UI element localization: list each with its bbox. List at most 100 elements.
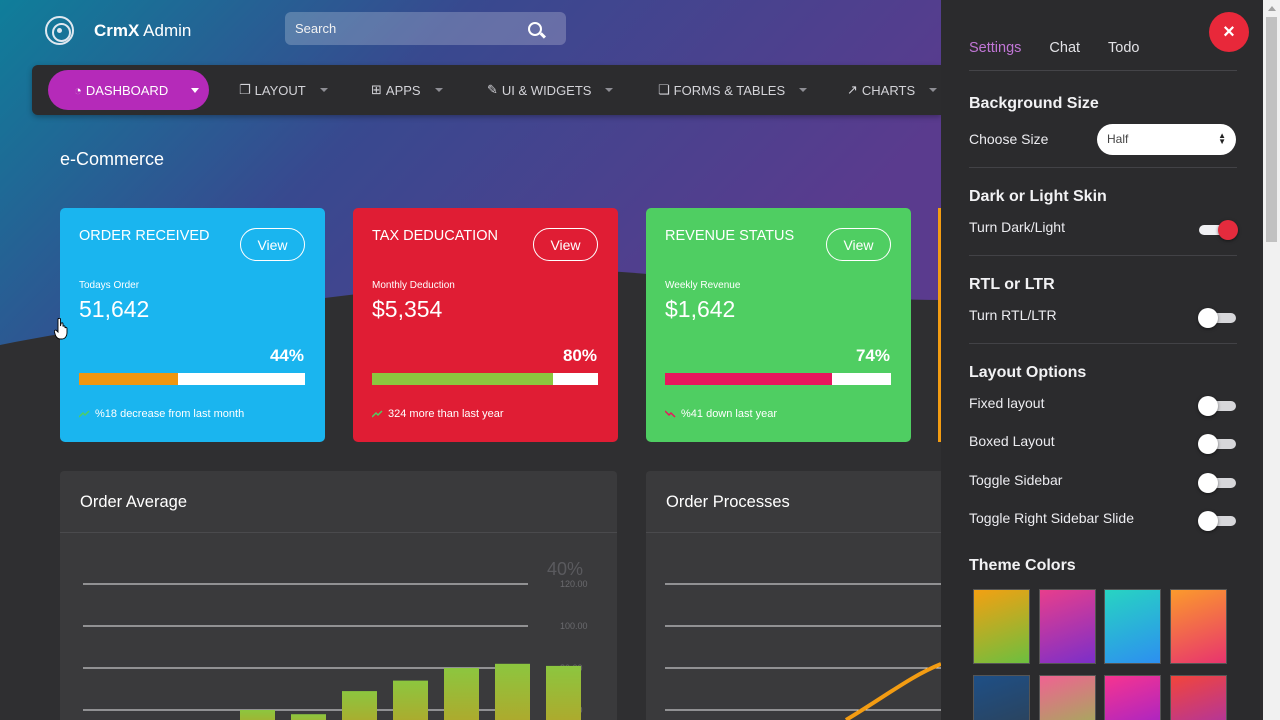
card-title: ORDER RECEIVED — [79, 228, 210, 244]
card-percent: 80% — [562, 346, 597, 365]
copy-icon: ❏ — [658, 82, 670, 97]
theme-color-swatch[interactable] — [1038, 675, 1096, 720]
hand-cursor-icon — [54, 318, 68, 340]
card-footer: %41 down last year — [665, 408, 777, 420]
panel-order-processes: Order Processes — [646, 471, 941, 720]
scroll-thumb[interactable] — [1266, 17, 1277, 242]
panel-title: Order Average — [80, 493, 188, 511]
section-heading-theme-colors: Theme Colors — [969, 557, 1076, 574]
divider — [969, 70, 1237, 71]
nav-item-forms-tables[interactable]: ❏ FORMS & TABLES — [658, 65, 808, 115]
card-footer-text: 324 more than last year — [388, 408, 504, 420]
skin-toggle[interactable] — [1199, 220, 1238, 240]
scroll-up-icon[interactable] — [1268, 6, 1276, 11]
toggle-knob — [1198, 308, 1218, 328]
page-title: e-Commerce — [60, 149, 165, 169]
card-subtitle: Todays Order — [79, 280, 140, 291]
tab-chat[interactable]: Chat — [1049, 40, 1081, 56]
nav-item-layout[interactable]: ❐ LAYOUT — [239, 65, 328, 115]
card-title: TAX DEDUCATION — [372, 228, 498, 244]
boxed-layout-toggle[interactable] — [1198, 434, 1236, 454]
main-navbar: ◔ DASHBOARD ❐ LAYOUT ⊞ APPS ✎ UI & WIDGE… — [32, 65, 941, 115]
toggle-right-sidebar-label: Toggle Right Sidebar Slide — [969, 510, 1134, 526]
toggle-sidebar-toggle[interactable] — [1198, 473, 1236, 493]
y-tick-label: 120.00 — [560, 579, 588, 589]
dashboard-icon: ◔ — [74, 82, 82, 98]
theme-color-swatch[interactable] — [1104, 675, 1161, 720]
toggle-right-sidebar-toggle[interactable] — [1198, 511, 1236, 531]
close-button[interactable]: × — [1209, 12, 1249, 52]
chevron-down-icon — [929, 88, 938, 92]
nav-label: DASHBOARD — [85, 82, 169, 98]
chart-bar[interactable] — [240, 710, 275, 720]
theme-color-swatch[interactable] — [1169, 589, 1227, 664]
background-size-select[interactable]: Half ▲ ▼ — [1097, 124, 1236, 155]
section-heading-skin: Dark or Light Skin — [969, 188, 1107, 205]
edit-icon: ✎ — [487, 82, 498, 97]
page-scrollbar[interactable] — [1263, 0, 1280, 720]
brand-logo[interactable]: CrmX Admin — [45, 16, 191, 45]
tab-todo[interactable]: Todo — [1108, 40, 1140, 56]
card-value: $1,642 — [665, 296, 736, 322]
nav-item-charts[interactable]: ↗ CHARTS — [847, 65, 938, 115]
skin-toggle-label: Turn Dark/Light — [969, 219, 1065, 235]
trend-icon — [372, 410, 383, 418]
search-input[interactable] — [295, 21, 528, 36]
progress-fill — [372, 373, 553, 385]
theme-color-swatch[interactable] — [1169, 675, 1227, 720]
series-line — [844, 662, 941, 720]
chevron-down-icon — [319, 88, 328, 92]
select-value: Half — [1107, 132, 1129, 146]
card-footer-text: %18 decrease from last month — [95, 408, 245, 420]
progress-fill — [665, 373, 833, 385]
chart-bar[interactable] — [546, 665, 581, 720]
card-footer-text: %41 down last year — [681, 408, 777, 420]
card-value: 51,642 — [79, 296, 150, 322]
nav-label: UI & WIDGETS — [501, 82, 592, 98]
view-button[interactable]: View — [240, 228, 305, 261]
nav-item-apps[interactable]: ⊞ APPS — [371, 65, 443, 115]
divider — [969, 255, 1237, 256]
nav-item-ui-widgets[interactable]: ✎ UI & WIDGETS — [487, 65, 614, 115]
apps-grid-icon: ⊞ — [371, 82, 382, 97]
rtl-toggle-label: Turn RTL/LTR — [969, 307, 1057, 323]
nav-item-dashboard[interactable]: ◔ DASHBOARD — [48, 70, 209, 110]
card-order-received: ORDER RECEIVED View Todays Order 51,642 … — [60, 208, 325, 442]
chart-bar[interactable] — [393, 680, 428, 720]
chart-bar[interactable] — [495, 663, 530, 720]
section-heading-background-size: Background Size — [969, 95, 1099, 112]
chart-badge: 40% — [547, 559, 583, 579]
line-chart-icon: ↗ — [847, 82, 858, 97]
divider — [969, 343, 1237, 344]
divider — [60, 532, 617, 533]
theme-color-swatch[interactable] — [973, 589, 1030, 664]
chevron-down-icon — [605, 88, 614, 92]
rtl-toggle[interactable] — [1198, 308, 1236, 328]
theme-color-swatch[interactable] — [973, 675, 1030, 720]
toggle-knob — [1198, 396, 1218, 416]
tab-settings[interactable]: Settings — [969, 40, 1022, 56]
card-tax-deduction: TAX DEDUCATION View Monthly Deduction $5… — [353, 208, 618, 442]
card-partial-edge — [938, 208, 941, 442]
card-footer: %18 decrease from last month — [79, 408, 244, 420]
fixed-layout-toggle[interactable] — [1198, 396, 1236, 416]
settings-sidebar: × Settings Chat Todo Background Size Cho… — [941, 0, 1263, 720]
fixed-layout-label: Fixed layout — [969, 395, 1045, 411]
select-arrows-icon: ▲ ▼ — [1218, 131, 1226, 146]
view-button[interactable]: View — [533, 228, 598, 261]
view-button[interactable]: View — [826, 228, 891, 261]
progress-bar — [372, 373, 598, 385]
theme-color-swatch[interactable] — [1038, 589, 1096, 664]
card-subtitle: Monthly Deduction — [372, 280, 455, 291]
progress-fill — [79, 373, 179, 385]
chart-bar[interactable] — [342, 691, 377, 720]
theme-color-swatch[interactable] — [1104, 589, 1161, 664]
card-percent: 74% — [855, 346, 890, 365]
chart-bar[interactable] — [444, 668, 479, 720]
sidebar-tabs: Settings Chat Todo — [969, 40, 1168, 56]
toggle-sidebar-label: Toggle Sidebar — [969, 472, 1063, 488]
card-percent: 44% — [269, 346, 304, 365]
chart-bar[interactable] — [291, 714, 326, 720]
search-icon[interactable] — [528, 21, 542, 36]
